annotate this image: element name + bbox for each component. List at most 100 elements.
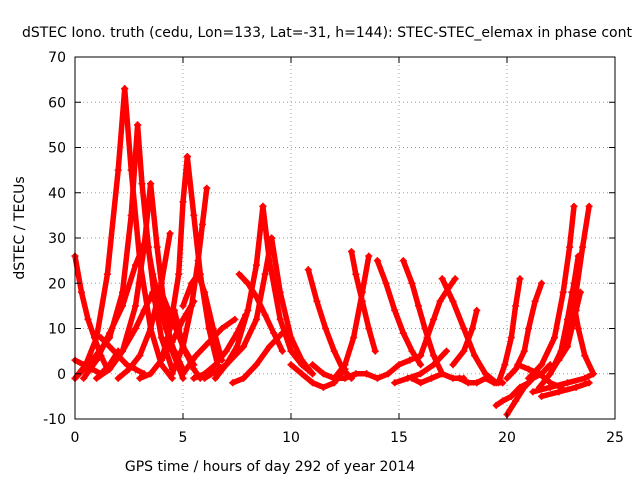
- data-point: [546, 370, 554, 378]
- series-track: [268, 234, 317, 378]
- data-point: [395, 361, 403, 369]
- data-point: [427, 374, 435, 382]
- series-line: [400, 257, 445, 377]
- data-point: [568, 325, 576, 332]
- data-point: [408, 347, 416, 355]
- data-point: [188, 279, 196, 287]
- series-track: [538, 379, 593, 400]
- data-point: [399, 329, 407, 337]
- data-point: [499, 397, 507, 405]
- data-point: [194, 270, 202, 278]
- data-point: [460, 347, 468, 355]
- data-point: [391, 306, 399, 314]
- data-point: [131, 365, 139, 373]
- data-point: [555, 388, 563, 396]
- data-point: [449, 361, 457, 369]
- data-point: [430, 315, 438, 323]
- data-point: [551, 334, 559, 342]
- series-track: [347, 248, 379, 355]
- data-point: [276, 288, 284, 296]
- series-track: [494, 275, 524, 387]
- data-point: [322, 325, 330, 332]
- data-point: [563, 343, 571, 351]
- series-line: [504, 280, 545, 382]
- data-point: [147, 325, 155, 332]
- data-point: [229, 379, 237, 387]
- data-point: [244, 306, 252, 314]
- data-point: [473, 379, 481, 387]
- data-point: [538, 361, 546, 369]
- data-point: [119, 347, 127, 355]
- data-point: [157, 356, 165, 364]
- data-point: [520, 383, 528, 391]
- data-point: [501, 361, 509, 369]
- data-point: [538, 279, 546, 287]
- x-tick-label: 15: [390, 430, 408, 446]
- data-point: [417, 361, 425, 369]
- data-point: [157, 279, 165, 287]
- data-point: [404, 374, 412, 382]
- data-point: [233, 343, 241, 351]
- data-point: [546, 383, 554, 391]
- data-point: [568, 288, 576, 296]
- data-point: [563, 379, 571, 387]
- data-point: [140, 306, 148, 314]
- data-point: [209, 325, 217, 332]
- data-point: [341, 361, 349, 369]
- data-point: [198, 220, 206, 228]
- data-point: [304, 266, 312, 274]
- y-tick-label: 20: [48, 276, 66, 292]
- data-point: [235, 270, 243, 278]
- x-tick-label: 20: [498, 430, 516, 446]
- data-point: [194, 257, 202, 265]
- data-point: [382, 279, 390, 287]
- y-axis-label: dSTEC / TECUs: [12, 176, 28, 279]
- data-point: [494, 379, 502, 387]
- data-point: [261, 311, 269, 319]
- data-point: [276, 315, 284, 323]
- data-point: [166, 325, 174, 332]
- series-line: [201, 235, 275, 382]
- data-point: [153, 243, 161, 251]
- data-point: [443, 347, 451, 355]
- data-point: [125, 365, 133, 373]
- series-line: [72, 253, 111, 372]
- series-track: [408, 370, 468, 387]
- data-point: [574, 325, 582, 332]
- data-point: [168, 370, 176, 378]
- series-line: [538, 380, 592, 400]
- series-track: [201, 234, 276, 382]
- data-point: [408, 279, 416, 287]
- data-point: [93, 374, 101, 382]
- data-point: [205, 338, 213, 346]
- data-point: [183, 153, 191, 161]
- data-point: [222, 361, 230, 369]
- data-point: [244, 279, 252, 287]
- data-point: [570, 202, 578, 210]
- data-point: [90, 334, 98, 342]
- data-point: [449, 297, 457, 305]
- data-point: [287, 361, 295, 369]
- data-point: [138, 180, 146, 188]
- data-point: [449, 374, 457, 382]
- data-point: [157, 288, 165, 296]
- series-line: [536, 253, 582, 391]
- chart-title: dSTEC Iono. truth (cedu, Lon=133, Lat=-3…: [22, 25, 632, 41]
- data-point: [417, 379, 425, 387]
- series-line: [450, 307, 480, 368]
- data-point: [106, 365, 114, 373]
- data-point: [203, 184, 211, 192]
- data-point: [512, 365, 520, 373]
- data-point: [147, 180, 155, 188]
- y-tick-label: 0: [57, 367, 66, 383]
- data-point: [201, 374, 209, 382]
- data-point: [106, 343, 114, 351]
- data-point: [149, 288, 157, 296]
- data-point: [350, 334, 358, 342]
- data-point: [531, 297, 539, 305]
- data-point: [278, 347, 286, 355]
- data-point: [179, 343, 187, 351]
- data-point: [131, 325, 139, 332]
- data-point: [520, 347, 528, 355]
- y-tick-label: 30: [48, 231, 66, 247]
